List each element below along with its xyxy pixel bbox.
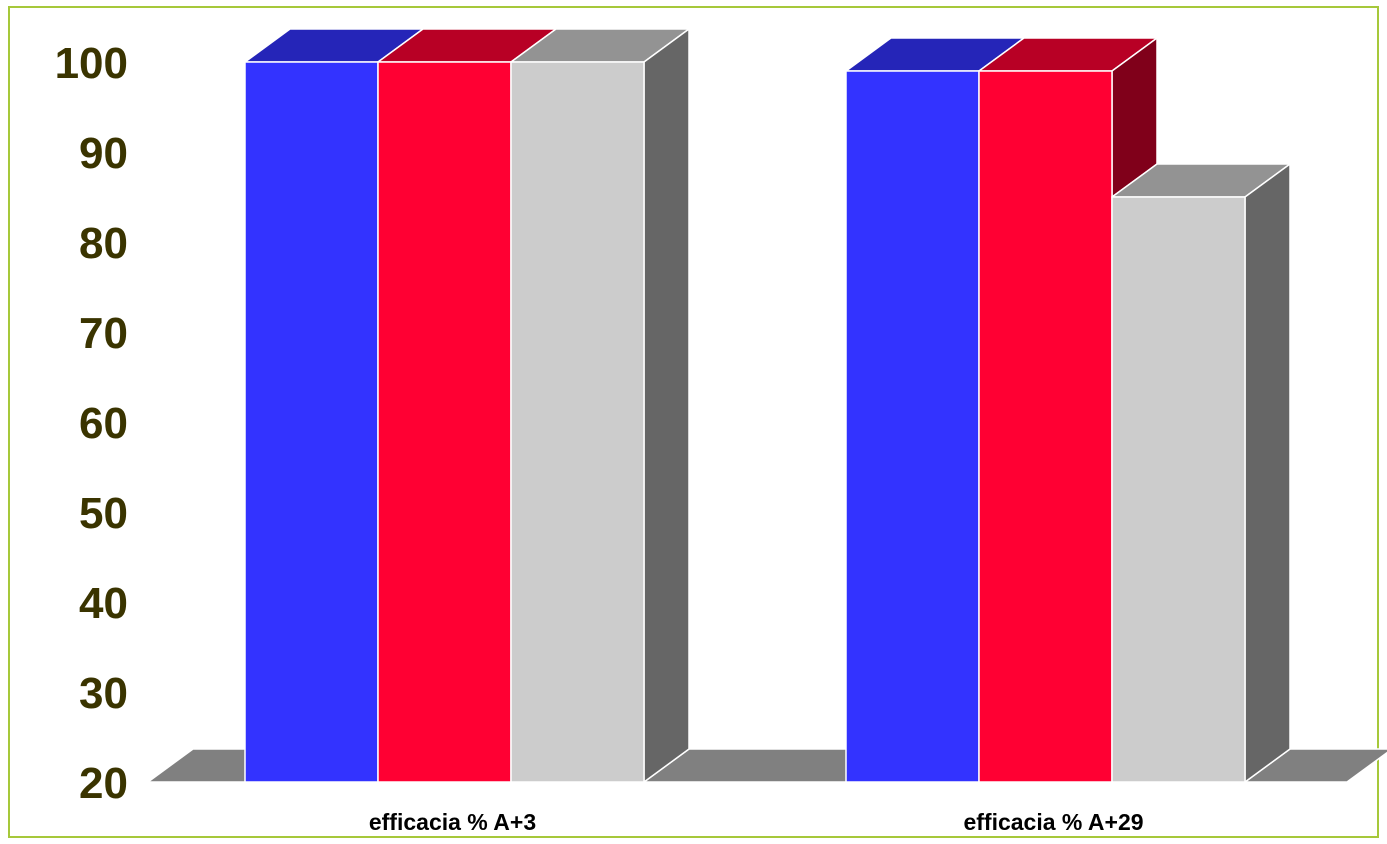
bar — [978, 37, 1158, 783]
bars — [244, 28, 1291, 783]
bar-front-face — [377, 61, 512, 783]
chart-frame — [8, 6, 1379, 838]
bar-front-face — [845, 70, 980, 783]
y-tick-label: 20 — [79, 759, 128, 808]
y-tick-label: 40 — [79, 579, 128, 628]
y-tick-label: 90 — [79, 129, 128, 178]
bar — [377, 28, 557, 783]
bar-front-face — [244, 61, 379, 783]
y-tick-label: 60 — [79, 399, 128, 448]
bar — [510, 28, 690, 783]
x-axis-ticks: efficacia % A+3 efficacia % A+29 — [369, 809, 1144, 835]
y-tick-label: 80 — [79, 219, 128, 268]
bar — [845, 37, 1025, 783]
y-tick-label: 30 — [79, 669, 128, 718]
bar-front-face — [1111, 196, 1246, 783]
bar — [1111, 163, 1291, 783]
bar-front-face — [510, 61, 645, 783]
bar-side-face — [643, 28, 690, 783]
y-tick-label: 100 — [55, 39, 128, 88]
bar — [244, 28, 424, 783]
y-axis-ticks: 20 30 40 50 60 70 80 90 100 — [55, 39, 128, 808]
y-tick-label: 50 — [79, 489, 128, 538]
y-tick-label: 70 — [79, 309, 128, 358]
x-tick-label: efficacia % A+3 — [369, 809, 536, 835]
bar-front-face — [978, 70, 1113, 783]
bar-side-face — [1244, 163, 1291, 783]
x-tick-label: efficacia % A+29 — [963, 809, 1143, 835]
